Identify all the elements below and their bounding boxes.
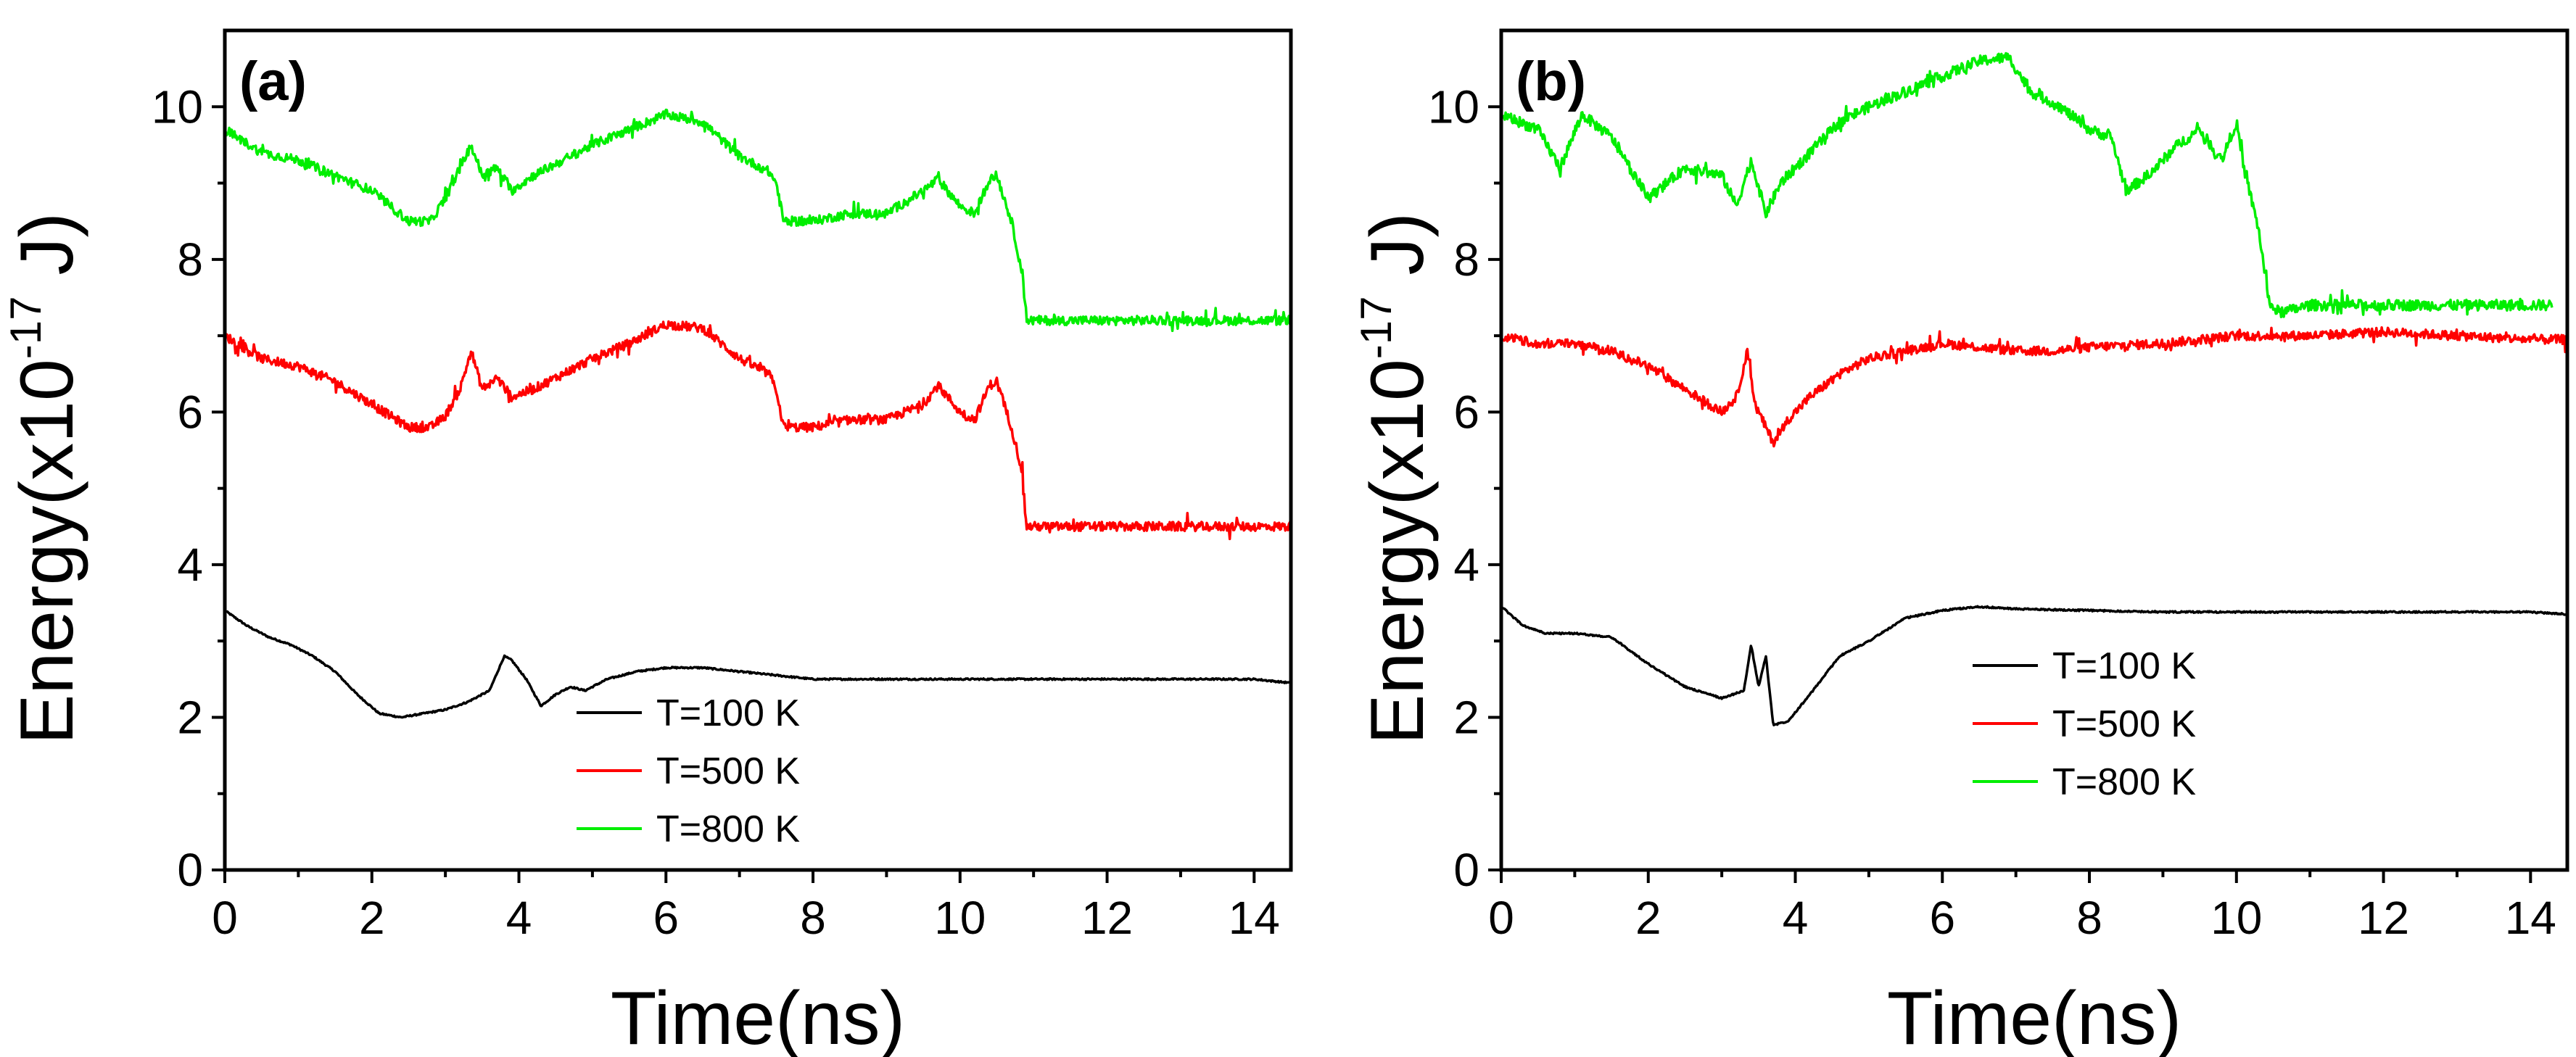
panel-a-y-tick-label: 0 <box>177 844 203 896</box>
panel-b-plot-area <box>1500 51 2569 726</box>
panel-b-x-tick-label: 8 <box>2076 892 2102 944</box>
panel-b-y-axis-title: Energy(x10-17 J) <box>1352 212 1440 745</box>
panel-a-y-tick-label: 6 <box>177 386 203 438</box>
panel-a-series-800k <box>223 108 1292 333</box>
panel-b-y-tick-label: 4 <box>1453 539 1479 591</box>
panel-a-legend-label-100k: T=100 K <box>656 692 800 734</box>
panel-a-y-axis-title: Energy(x10-17 J) <box>1 212 89 745</box>
panel-b-legend-label-500k: T=500 K <box>2052 703 2196 745</box>
panel-a-y-tick-label: 10 <box>152 80 203 133</box>
panel-a-y-tick-label: 2 <box>177 691 203 743</box>
panel-a-x-tick-label: 2 <box>359 892 385 944</box>
panel-b-legend-label-100k: T=100 K <box>2052 645 2196 687</box>
panel-a-x-tick-label: 6 <box>653 892 679 944</box>
panel-a-legend: T=100 K T=500 K T=800 K <box>577 692 800 850</box>
panel-a-x-axis-title: Time(ns) <box>611 977 905 1057</box>
panel-a-x-tick-label: 12 <box>1081 892 1133 944</box>
svg-text:Energy(x10-17 J): Energy(x10-17 J) <box>1 212 89 745</box>
panel-b-x-tick-label: 14 <box>2505 892 2556 944</box>
panel-b-x-tick-label: 0 <box>1488 892 1514 944</box>
panel-a-series-500k <box>223 320 1292 541</box>
panel-b-y-tick-label: 10 <box>1428 80 1479 133</box>
panel-a-axis-ticks: 0 2 4 6 8 10 12 14 0 2 4 6 8 10 <box>152 80 1280 944</box>
panel-a-label: (a) <box>239 51 307 112</box>
panel-b-x-tick-label: 12 <box>2358 892 2409 944</box>
panel-b-x-tick-label: 2 <box>1635 892 1661 944</box>
panel-b-y-tick-label: 0 <box>1453 844 1479 896</box>
panel-a-legend-label-800k: T=800 K <box>656 808 800 850</box>
panel-a-x-tick-label: 8 <box>800 892 826 944</box>
panel-b-x-tick-label: 6 <box>1929 892 1955 944</box>
panel-a-plot-area <box>223 108 1292 719</box>
panel-a-x-tick-label: 0 <box>212 892 238 944</box>
panel-b-axis-ticks: 0 2 4 6 8 10 12 14 0 2 4 6 8 10 <box>1428 80 2556 944</box>
panel-a-frame <box>223 28 1293 872</box>
panel-b-y-tick-label: 2 <box>1453 691 1479 743</box>
panel-b-y-tick-label: 8 <box>1453 233 1479 286</box>
panel-a-x-tick-label: 10 <box>934 892 986 944</box>
panel-b-frame <box>1499 28 2569 872</box>
panel-a-legend-label-500k: T=500 K <box>656 750 800 792</box>
panel-b-y-tick-label: 6 <box>1453 386 1479 438</box>
panel-b-legend: T=100 K T=500 K T=800 K <box>1973 645 2196 803</box>
panel-b-legend-label-800k: T=800 K <box>2052 761 2196 803</box>
panel-b-x-axis-title: Time(ns) <box>1887 977 2181 1057</box>
panel-a-x-tick-label: 14 <box>1229 892 1280 944</box>
panel-a-y-tick-label: 4 <box>177 539 203 591</box>
panel-b-series-100k <box>1500 605 2568 726</box>
panel-a-series-100k <box>223 609 1292 719</box>
panel-a-x-tick-label: 4 <box>506 892 532 944</box>
panel-b-x-tick-label: 4 <box>1783 892 1809 944</box>
svg-text:Energy(x10-17 J): Energy(x10-17 J) <box>1352 212 1440 745</box>
panel-b-series-800k <box>1500 51 2554 318</box>
panel-b-x-tick-label: 10 <box>2210 892 2262 944</box>
panel-a-y-tick-label: 8 <box>177 233 203 286</box>
panel-b-label: (b) <box>1516 51 1586 112</box>
panel-b-series-500k <box>1500 326 2569 448</box>
